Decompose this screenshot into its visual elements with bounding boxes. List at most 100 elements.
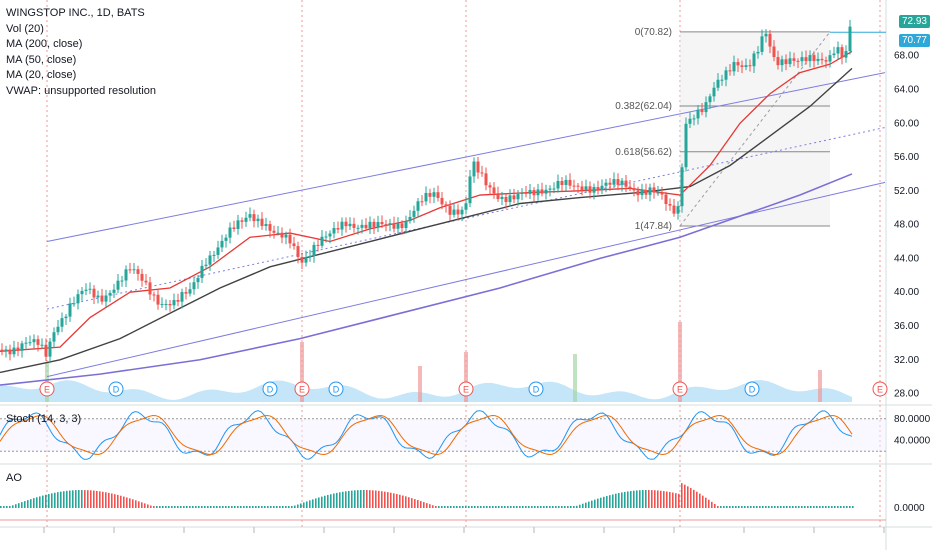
candle-body [28, 342, 32, 344]
candle-body [248, 214, 252, 218]
channel-line [46, 72, 886, 243]
candle-body [236, 220, 240, 229]
candle-body [320, 236, 324, 246]
stoch-label[interactable]: Stoch (14, 3, 3) [6, 413, 82, 425]
ao-bar [501, 506, 503, 508]
candle-body [184, 292, 188, 294]
candle-body [572, 185, 576, 187]
candle-body [756, 51, 760, 54]
ao-bar [297, 504, 299, 508]
ao-bar [45, 494, 47, 508]
ao-bar [819, 506, 821, 508]
ao-bar [681, 483, 683, 508]
ao-bar [354, 490, 356, 508]
candle-body [176, 299, 180, 302]
ao-bar [6, 506, 8, 508]
legend-vwap[interactable]: VWAP: unsupported resolution [6, 84, 157, 97]
candle-body [220, 240, 224, 248]
volume-spike [678, 322, 682, 402]
candle-body [472, 161, 476, 177]
event-marker-label: D [533, 385, 540, 395]
candle-body [504, 196, 508, 203]
ao-bar [204, 506, 206, 508]
ao-bar [309, 500, 311, 508]
candle-body [580, 186, 584, 190]
candle-body [644, 190, 648, 195]
ao-bar [60, 491, 62, 508]
legend-symbol[interactable]: WINGSTOP INC., 1D, BATS [6, 7, 145, 19]
ao-bar [597, 498, 599, 508]
price-tick-label: 36.00 [894, 321, 919, 332]
candle-body [336, 228, 340, 230]
ao-bar [744, 506, 746, 508]
price-tick-label: 48.00 [894, 220, 919, 231]
candle-body [648, 187, 652, 195]
ao-bar [780, 506, 782, 508]
candle-body [88, 288, 92, 290]
ao-bar [387, 492, 389, 508]
legend-ma50[interactable]: MA (50, close) [6, 53, 77, 66]
ao-bar [567, 506, 569, 508]
candle-body [796, 60, 800, 62]
candle-body [800, 57, 804, 62]
candle-body [560, 180, 564, 185]
ao-bar [441, 506, 443, 508]
candle-body [84, 289, 88, 291]
ao-bar [816, 506, 818, 508]
ao-bar [135, 500, 137, 508]
candle-body [564, 179, 568, 185]
ao-bar [402, 495, 404, 508]
ao-bar [648, 490, 650, 508]
dividend-marker [528, 381, 544, 397]
ao-bar [720, 506, 722, 508]
candle-body [760, 36, 764, 52]
ao-bar [543, 506, 545, 508]
ao-bar [366, 490, 368, 508]
ao-bar [852, 506, 854, 508]
ao-bar [516, 506, 518, 508]
legend-vol[interactable]: Vol (20) [6, 22, 44, 35]
ao-bar [417, 500, 419, 508]
candle-body [492, 187, 496, 194]
candle-body [628, 186, 632, 189]
candle-body [296, 246, 300, 257]
ao-bar [489, 506, 491, 508]
ao-bar [768, 506, 770, 508]
earnings-marker [294, 381, 310, 397]
legend-ma20[interactable]: MA (20, close) [6, 69, 77, 81]
earnings-marker [458, 381, 474, 397]
ao-bar [9, 506, 11, 508]
ao-bar [150, 505, 152, 508]
ao-bar [615, 493, 617, 508]
ao-bar [708, 499, 710, 508]
ao-bar [327, 494, 329, 508]
ao-bar [792, 506, 794, 508]
ao-bar [627, 491, 629, 508]
candle-body [348, 223, 352, 227]
ao-bar [246, 506, 248, 508]
ao-bar [201, 506, 203, 508]
ao-bar [207, 506, 209, 508]
ao-bar [684, 484, 686, 508]
ao-bar [279, 506, 281, 508]
candle-body [544, 189, 548, 194]
ao-label[interactable]: AO [6, 472, 22, 484]
legend-ma200[interactable]: MA (200, close) [6, 38, 83, 50]
ao-bar [306, 501, 308, 508]
candle-body [448, 205, 452, 215]
ao-bar [357, 490, 359, 508]
ao-bar [564, 506, 566, 508]
candle-body [568, 179, 572, 186]
dividend-marker [744, 381, 760, 397]
candle-body [456, 209, 460, 215]
ao-bar [414, 499, 416, 508]
candle-body [488, 185, 492, 188]
ao-bar [666, 491, 668, 508]
ao-bar [438, 506, 440, 508]
candle-body [840, 47, 844, 58]
candle-body [44, 344, 48, 357]
ao-bar [582, 503, 584, 508]
event-marker-label: E [677, 385, 683, 395]
